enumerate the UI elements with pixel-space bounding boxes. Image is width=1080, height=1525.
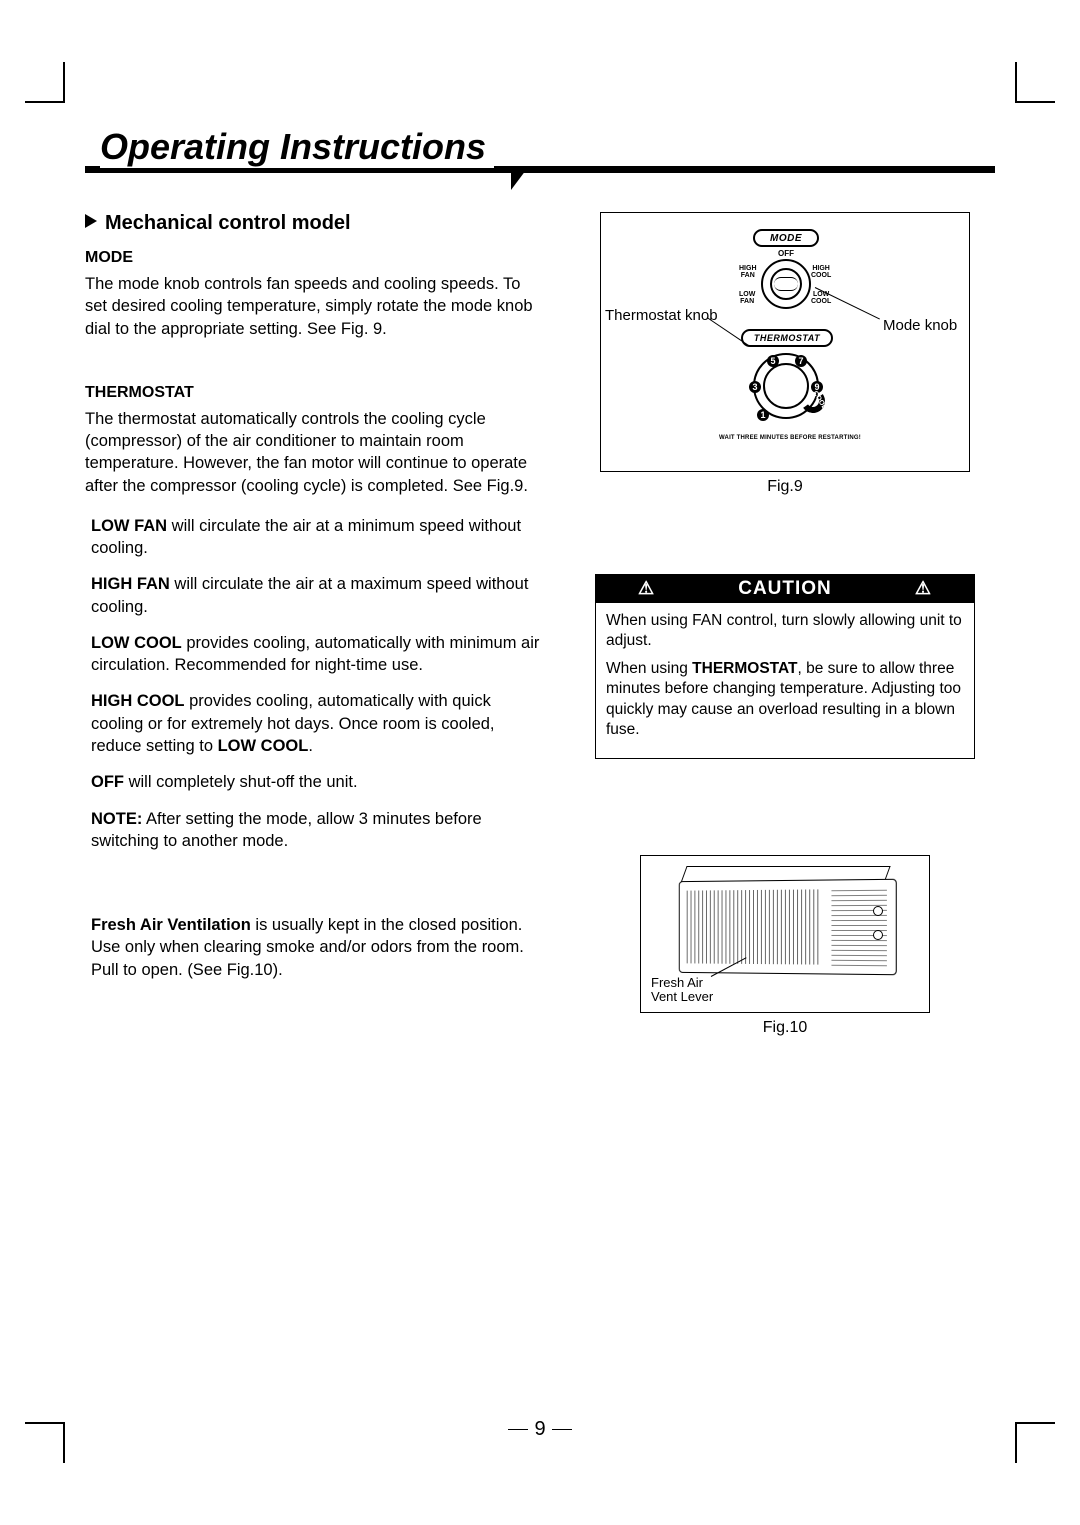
warning-icon: ⚠ [638,578,655,599]
setting-high-cool-b2: LOW COOL [218,737,309,755]
caution-box: ⚠ CAUTION ⚠ When using FAN control, turn… [595,574,975,759]
setting-off: OFF will completely shut-off the unit. [91,771,545,793]
figure-9-caption: Fig.9 [575,478,995,496]
fresh-air-label: Fresh Air Vent Lever [651,976,713,1005]
mode-pill: MODE [753,229,819,247]
callout-thermostat-knob: Thermostat knob [605,307,718,324]
title-arrow-icon [511,166,529,190]
off-label: OFF [778,249,794,258]
wait-label: WAIT THREE MINUTES BEFORE RESTARTING! [719,435,861,441]
ac-control-knob-icon [873,930,883,940]
mode-text: The mode knob controls fan speeds and co… [85,273,545,340]
caution-header: ⚠ CAUTION ⚠ [596,575,974,603]
setting-high-cool-t3: . [308,737,313,755]
caution-p2-b: THERMOSTAT [692,660,797,677]
high-fan-label: HIGH FAN [739,265,757,279]
setting-low-fan: LOW FAN will circulate the air at a mini… [91,515,545,560]
left-column: Mechanical control model MODE The mode k… [85,212,545,1037]
crop-mark [25,101,65,103]
columns: Mechanical control model MODE The mode k… [85,212,995,1037]
setting-note: NOTE: After setting the mode, allow 3 mi… [91,808,545,853]
ac-control-knob-icon [873,906,883,916]
caution-p2: When using THERMOSTAT, be sure to allow … [606,659,964,740]
setting-high-fan-b: HIGH FAN [91,575,170,593]
dial-num-1: 1 [757,409,769,421]
triangle-bullet-icon [85,214,97,228]
setting-high-cool-b: HIGH COOL [91,692,185,710]
thermostat-label: THERMOSTAT [85,384,545,402]
figure-9-panel: MODE OFF HIGH FAN HIGH COOL LOW FAN LOW … [600,212,970,472]
crop-mark [1015,62,1017,102]
mode-knob-grip-icon [774,277,798,291]
mode-label: MODE [85,249,545,267]
high-cool-label: HIGH COOL [811,265,831,279]
crop-mark [1015,101,1055,103]
dial-num-7: 7 [795,355,807,367]
low-fan-label: LOW FAN [739,291,755,305]
setting-low-cool-b: LOW COOL [91,634,182,652]
figure-10-caption: Fig.10 [640,1019,930,1037]
thermostat-text: The thermostat automatically controls th… [85,408,545,497]
caution-p2-1: When using [606,660,692,677]
dash-icon [552,1429,572,1430]
page: Operating Instructions Mechanical contro… [85,130,995,1037]
callout-mode-knob: Mode knob [883,317,957,334]
dial-num-3: 3 [749,381,761,393]
section-subhead: Mechanical control model [85,212,545,235]
setting-fav: Fresh Air Ventilation is usually kept in… [91,914,545,981]
setting-off-t: will completely shut-off the unit. [124,773,358,791]
right-column: MODE OFF HIGH FAN HIGH COOL LOW FAN LOW … [575,212,995,1037]
warning-icon: ⚠ [915,578,932,599]
caution-p1: When using FAN control, turn slowly allo… [606,611,964,651]
page-title: Operating Instructions [100,126,494,168]
dial-num-5: 5 [767,355,779,367]
caution-body: When using FAN control, turn slowly allo… [596,603,974,758]
crop-mark [63,62,65,102]
setting-note-b: NOTE: [91,810,142,828]
figure-10-panel: Fresh Air Vent Lever [640,855,930,1013]
page-number-value: 9 [534,1418,545,1440]
setting-high-cool: HIGH COOL provides cooling, automaticall… [91,690,545,757]
title-bar: Operating Instructions [85,130,995,190]
ac-grille-icon [687,889,822,964]
setting-high-fan: HIGH FAN will circulate the air at a max… [91,573,545,618]
subhead-text: Mechanical control model [105,212,351,234]
setting-low-cool: LOW COOL provides cooling, automatically… [91,632,545,677]
setting-fav-b: Fresh Air Ventilation [91,916,251,934]
setting-note-t: After setting the mode, allow 3 minutes … [91,810,482,850]
thermostat-pill: THERMOSTAT [741,329,833,347]
caution-title: CAUTION [738,578,832,599]
dash-icon [508,1429,528,1430]
setting-low-fan-b: LOW FAN [91,517,167,535]
ac-side-icon [831,890,886,966]
setting-off-b: OFF [91,773,124,791]
page-number: 9 [0,1418,1080,1441]
